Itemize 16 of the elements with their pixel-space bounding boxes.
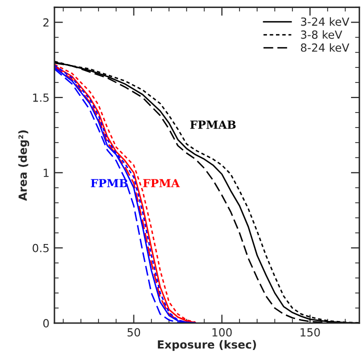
x-tick-label: 100 xyxy=(212,328,232,337)
y-tick-label: 0 xyxy=(43,319,49,328)
y-tick-label: 1.5 xyxy=(33,94,49,102)
y-tick-label: 1 xyxy=(44,168,49,177)
annotation: FPMB xyxy=(90,179,128,188)
y-axis-title: Area (deg²) xyxy=(18,130,30,201)
legend-label: 3-24 keV xyxy=(301,17,350,26)
x-tick-label: 150 xyxy=(300,328,320,337)
legend-label: 8-24 keV xyxy=(300,43,350,52)
y-tick-label: 0.5 xyxy=(32,244,49,252)
x-axis-title: Exposure (ksec) xyxy=(158,340,256,351)
legend-label: 3-8 keV xyxy=(301,30,342,39)
annotation: FPMA xyxy=(143,179,180,188)
y-tick-label: 2 xyxy=(43,18,48,27)
annotation: FPMAB xyxy=(190,120,236,129)
x-tick-label: 50 xyxy=(128,328,140,337)
